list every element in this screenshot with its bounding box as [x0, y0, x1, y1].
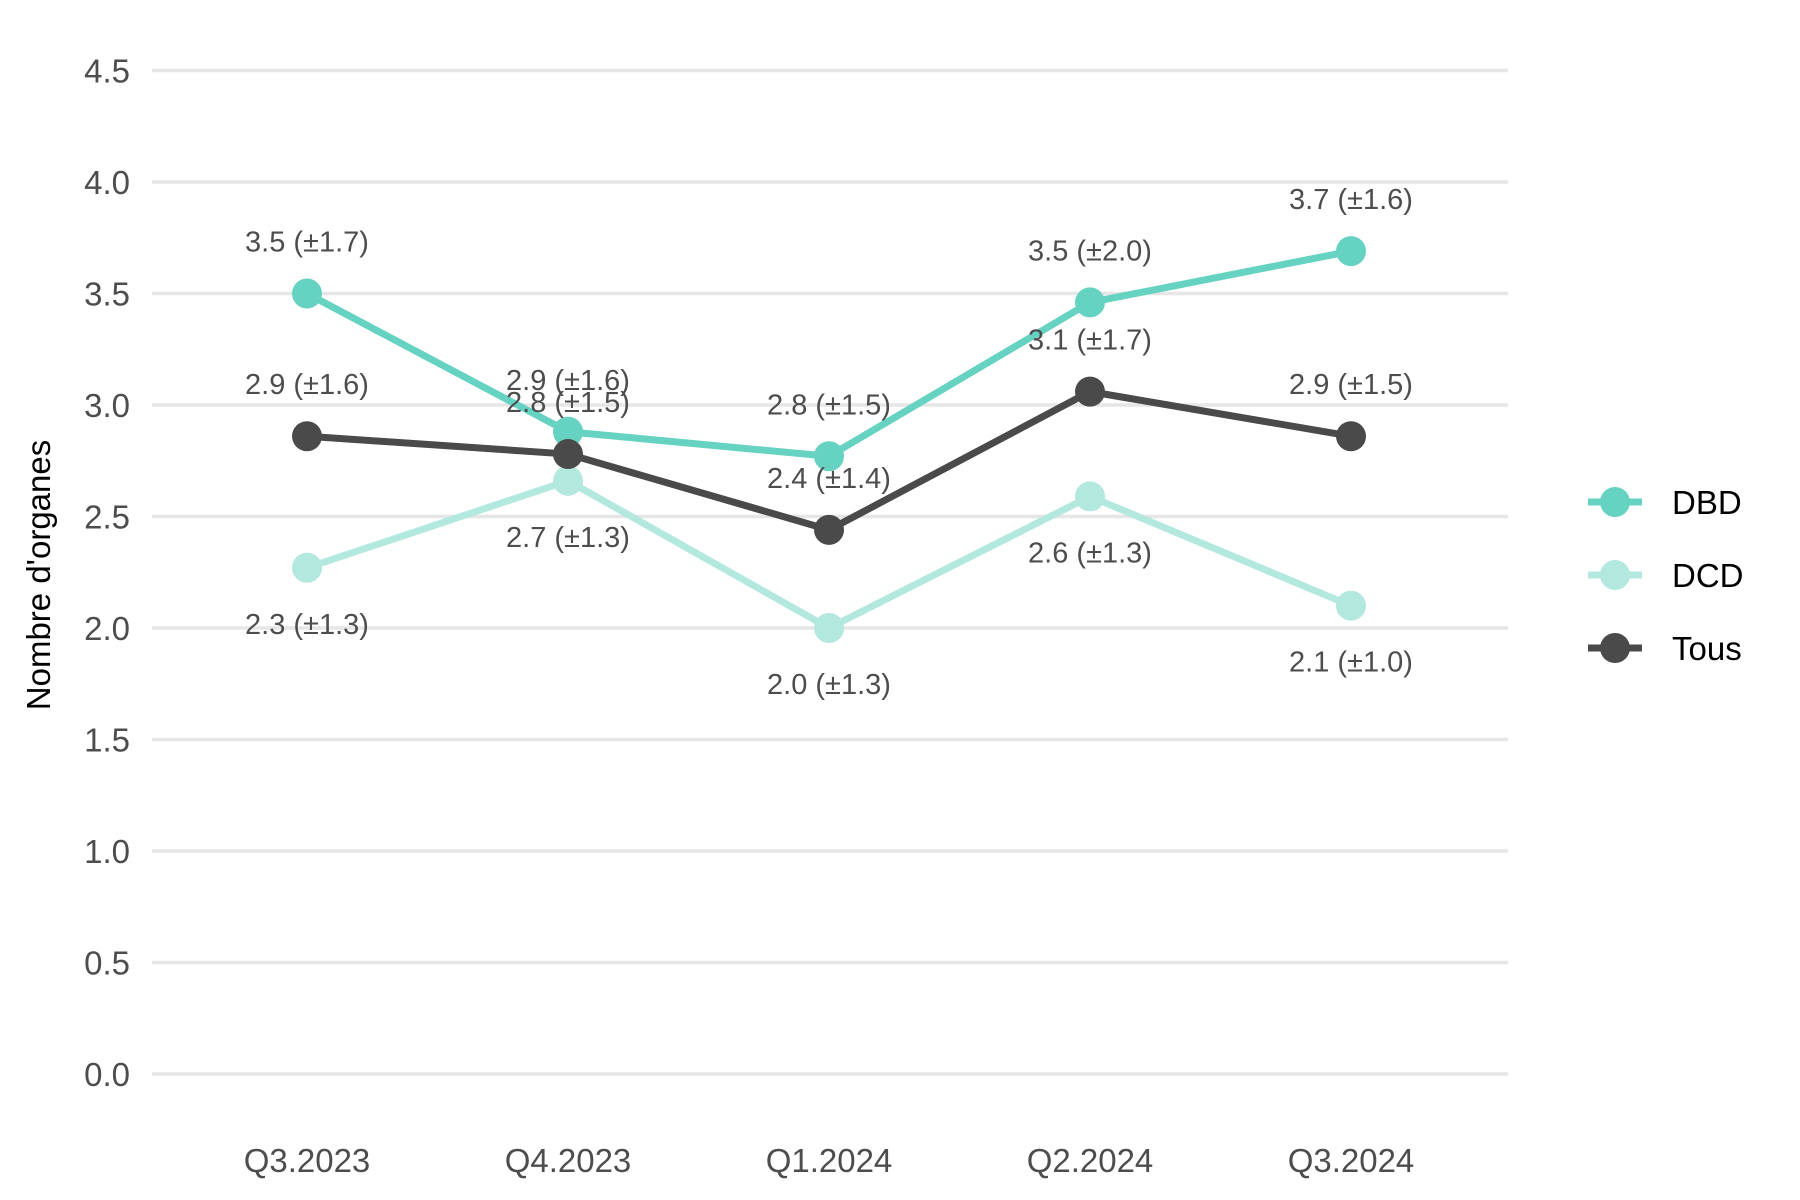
- data-label: 2.3 (±1.3): [245, 609, 369, 641]
- data-point[interactable]: [814, 514, 844, 545]
- series-dbd: [292, 236, 1366, 472]
- data-point[interactable]: [1336, 421, 1366, 452]
- series-line: [303, 247, 1355, 460]
- data-label: 2.9 (±1.5): [1289, 369, 1413, 401]
- data-label: 2.9 (±1.6): [506, 365, 630, 397]
- data-label: 2.1 (±1.0): [1289, 647, 1413, 679]
- legend-item-tous[interactable]: Tous: [1588, 630, 1742, 667]
- data-label: 2.6 (±1.3): [1028, 537, 1152, 569]
- y-tick-label: 1.5: [84, 722, 130, 759]
- data-point[interactable]: [292, 421, 322, 452]
- x-tick-label: Q3.2023: [244, 1142, 371, 1179]
- data-point[interactable]: [814, 441, 844, 472]
- legend-item-dbd[interactable]: DBD: [1588, 484, 1742, 521]
- y-axis-title: Nombre d'organes: [20, 440, 57, 710]
- data-label: 3.5 (±1.7): [245, 227, 369, 259]
- x-tick-label: Q2.2024: [1027, 1142, 1154, 1179]
- data-labels: 3.5 (±1.7)2.9 (±1.6)2.8 (±1.5)3.5 (±2.0)…: [245, 184, 1413, 701]
- data-point[interactable]: [814, 613, 844, 643]
- y-axis-ticks: 0.0 0.5 1.0 1.5 2.0 2.5 3.0 3.5 4.0 4.5: [84, 53, 130, 1094]
- legend-label: DBD: [1672, 484, 1742, 521]
- series-dcd: [292, 465, 1366, 643]
- data-point[interactable]: [553, 416, 583, 447]
- legend[interactable]: DBD DCD Tous: [1588, 484, 1744, 667]
- data-point[interactable]: [1336, 236, 1366, 267]
- data-label: 3.1 (±1.7): [1028, 325, 1152, 357]
- y-tick-label: 0.0: [84, 1056, 130, 1093]
- data-point[interactable]: [1075, 481, 1105, 512]
- data-label: 2.8 (±1.5): [767, 389, 891, 421]
- data-point[interactable]: [553, 439, 583, 470]
- gridlines: [152, 68, 1508, 1076]
- x-tick-label: Q3.2024: [1288, 1142, 1415, 1179]
- y-tick-label: 2.5: [84, 499, 130, 536]
- data-point[interactable]: [1075, 376, 1105, 407]
- series-line: [303, 477, 1355, 632]
- y-tick-label: 0.5: [84, 945, 130, 982]
- y-tick-label: 4.5: [84, 53, 130, 90]
- data-point[interactable]: [553, 465, 583, 496]
- data-label: 2.9 (±1.6): [245, 369, 369, 401]
- data-label: 3.5 (±2.0): [1028, 235, 1152, 267]
- y-tick-label: 4.0: [84, 164, 130, 201]
- data-label: 2.4 (±1.4): [767, 463, 891, 495]
- legend-key-point: [1600, 487, 1630, 517]
- data-label: 2.7 (±1.3): [506, 522, 630, 554]
- series-lines: [292, 236, 1366, 643]
- legend-label: DCD: [1672, 557, 1744, 594]
- x-axis-ticks: Q3.2023 Q4.2023 Q1.2024 Q2.2024 Q3.2024: [244, 1142, 1415, 1179]
- data-point[interactable]: [292, 552, 322, 583]
- data-label: 2.8 (±1.5): [506, 387, 630, 419]
- legend-label: Tous: [1672, 630, 1742, 667]
- y-tick-label: 2.0: [84, 610, 130, 647]
- x-tick-label: Q4.2023: [505, 1142, 632, 1179]
- legend-item-dcd[interactable]: DCD: [1588, 557, 1744, 594]
- y-tick-label: 3.5: [84, 276, 130, 313]
- y-tick-label: 3.0: [84, 387, 130, 424]
- data-point[interactable]: [1075, 287, 1105, 318]
- data-label: 3.7 (±1.6): [1289, 184, 1413, 216]
- series-tous: [292, 376, 1366, 545]
- data-point[interactable]: [292, 278, 322, 309]
- legend-key-point: [1600, 633, 1630, 663]
- x-tick-label: Q1.2024: [766, 1142, 893, 1179]
- data-label: 2.0 (±1.3): [767, 669, 891, 701]
- data-point[interactable]: [1336, 590, 1366, 621]
- y-tick-label: 1.0: [84, 833, 130, 870]
- legend-key-point: [1600, 560, 1630, 590]
